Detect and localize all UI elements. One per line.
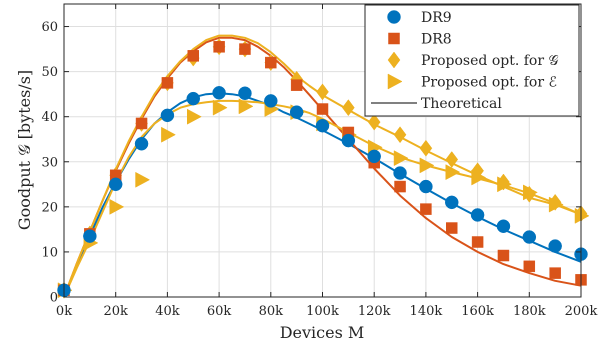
x-tick-label: 60k bbox=[207, 304, 232, 319]
legend-symbol-triangle-right bbox=[387, 73, 403, 90]
data-point-circle-17 bbox=[496, 219, 511, 233]
data-point-diamond-17 bbox=[497, 173, 510, 191]
data-point-square-10 bbox=[316, 103, 329, 115]
data-point-diamond-12 bbox=[367, 113, 381, 131]
data-point-triangle-right-14 bbox=[419, 157, 435, 174]
x-tick-label: 140k bbox=[410, 304, 443, 319]
x-tick-label: 100k bbox=[306, 304, 339, 319]
legend-label-4: Proposed opt. for ℰ bbox=[421, 75, 557, 91]
legend: DR9 DR8 Proposed opt. for 𝒢 Proposed opt. f… bbox=[364, 4, 580, 117]
x-axis-title: Devices M bbox=[280, 323, 365, 342]
data-point-triangle-right-13 bbox=[393, 150, 409, 167]
y-tick-label: 30 bbox=[41, 155, 58, 170]
data-point-triangle-right-7 bbox=[238, 98, 254, 115]
y-tick-label: 20 bbox=[41, 200, 58, 215]
data-point-circle-11 bbox=[341, 133, 356, 148]
data-point-triangle-right-6 bbox=[212, 99, 228, 116]
legend-symbol-square bbox=[388, 32, 400, 45]
data-point-square-9 bbox=[290, 79, 303, 91]
legend-label-3: Proposed opt. for 𝒢 bbox=[421, 53, 558, 69]
data-point-diamond-13 bbox=[393, 126, 407, 144]
data-point-square-5 bbox=[187, 50, 199, 62]
legend-symbol-diamond bbox=[387, 51, 401, 69]
data-point-diamond-14 bbox=[419, 139, 433, 157]
data-point-diamond-10 bbox=[316, 83, 329, 101]
legend-label-2: DR8 bbox=[421, 32, 452, 48]
x-tick-label: 80k bbox=[259, 304, 284, 319]
data-point-circle-5 bbox=[186, 91, 200, 106]
y-axis-title: Goodput 𝒢 [bytes/s] bbox=[15, 70, 34, 230]
data-point-triangle-right-15 bbox=[445, 164, 461, 181]
legend-symbol-circle bbox=[387, 10, 401, 24]
data-point-circle-14 bbox=[419, 179, 433, 194]
data-point-square-17 bbox=[497, 249, 510, 262]
data-point-circle-12 bbox=[367, 149, 381, 164]
data-point-triangle-right-2 bbox=[109, 198, 125, 215]
data-point-circle-8 bbox=[264, 94, 278, 108]
data-point-circle-9 bbox=[289, 105, 304, 119]
data-point-square-3 bbox=[135, 117, 148, 130]
data-point-triangle-right-5 bbox=[187, 108, 202, 125]
y-tick-label: 0 bbox=[50, 291, 58, 306]
legend-label-1: DR9 bbox=[421, 10, 452, 26]
y-tick-label: 50 bbox=[41, 65, 58, 80]
data-point-triangle-right-3 bbox=[135, 171, 151, 188]
data-point-square-18 bbox=[523, 260, 536, 273]
data-point-circle-18 bbox=[522, 230, 537, 244]
data-point-circle-3 bbox=[134, 136, 149, 151]
data-point-square-6 bbox=[213, 41, 225, 53]
x-tick-label: 0k bbox=[56, 304, 72, 319]
x-tick-label: 200k bbox=[565, 304, 598, 319]
data-point-circle-13 bbox=[393, 166, 407, 180]
x-tick-label: 160k bbox=[461, 304, 494, 319]
data-point-diamond-16 bbox=[471, 162, 484, 180]
legend-label-5: Theoretical bbox=[421, 96, 502, 112]
data-point-square-13 bbox=[394, 180, 406, 193]
data-point-square-15 bbox=[446, 222, 458, 234]
data-point-circle-16 bbox=[470, 208, 485, 222]
y-tick-label: 60 bbox=[41, 20, 58, 35]
data-point-square-8 bbox=[265, 56, 277, 69]
data-point-square-19 bbox=[549, 267, 561, 279]
legend-box bbox=[364, 4, 580, 117]
x-tick-label: 180k bbox=[513, 304, 546, 319]
y-tick-label: 10 bbox=[41, 245, 58, 260]
data-point-circle-7 bbox=[238, 86, 252, 101]
data-point-circle-10 bbox=[315, 118, 330, 133]
x-tick-label: 20k bbox=[103, 304, 128, 319]
data-point-diamond-15 bbox=[445, 151, 459, 168]
y-tick-label: 40 bbox=[41, 110, 58, 125]
data-point-circle-2 bbox=[108, 177, 123, 192]
data-point-circle-19 bbox=[548, 239, 562, 253]
data-point-square-16 bbox=[471, 236, 484, 248]
data-point-diamond-11 bbox=[342, 99, 355, 117]
data-point-square-14 bbox=[420, 203, 432, 215]
data-point-diamond-19 bbox=[548, 193, 562, 211]
data-point-triangle-right-4 bbox=[161, 126, 176, 143]
data-point-circle-1 bbox=[83, 229, 97, 243]
x-tick-label: 40k bbox=[155, 304, 180, 319]
data-point-circle-4 bbox=[160, 108, 175, 123]
data-point-diamond-18 bbox=[522, 185, 536, 203]
x-tick-label: 120k bbox=[358, 304, 391, 319]
data-point-circle-15 bbox=[445, 195, 459, 210]
data-point-square-4 bbox=[161, 77, 174, 89]
data-point-square-7 bbox=[239, 43, 251, 55]
data-point-circle-6 bbox=[212, 86, 226, 100]
